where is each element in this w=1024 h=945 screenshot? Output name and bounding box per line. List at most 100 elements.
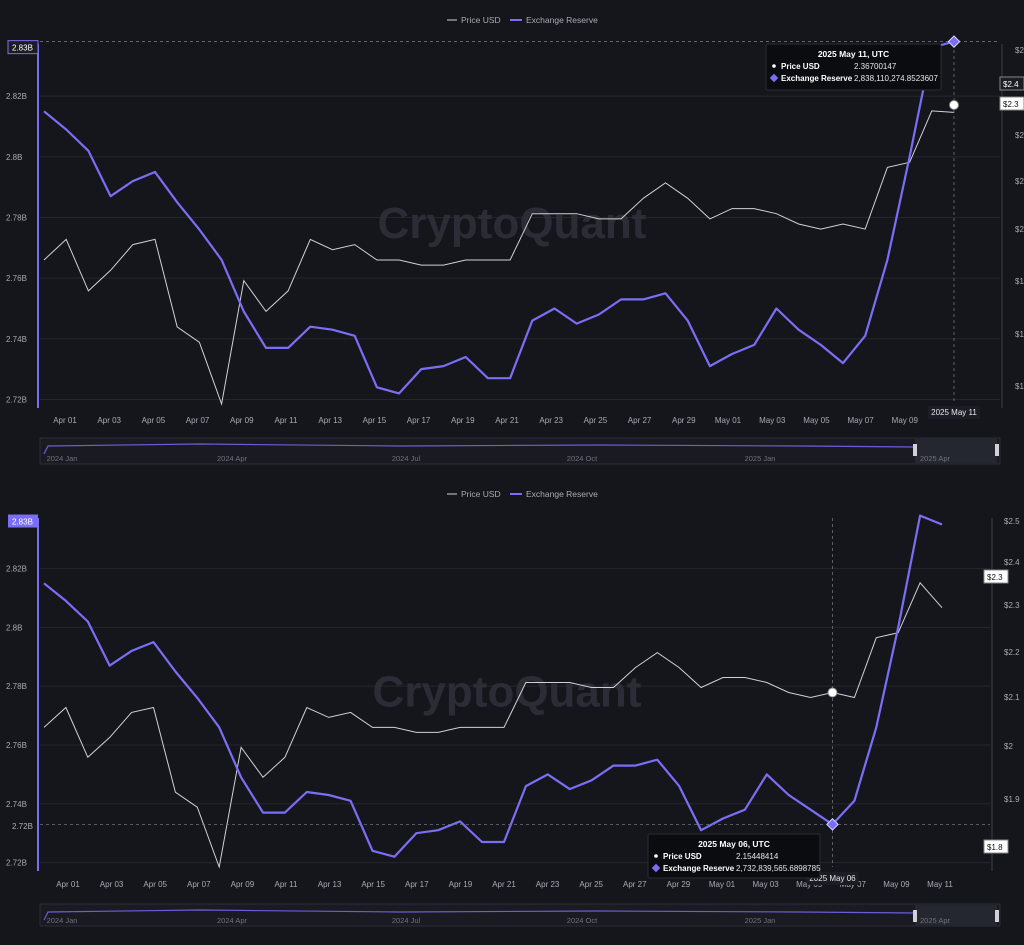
left-tick-label: 2.78B	[6, 213, 27, 222]
tooltip-box	[647, 833, 821, 879]
legend-price-label: Price USD	[461, 15, 501, 25]
price-usd-line	[43, 110, 955, 406]
watermark: CryptoQuant	[378, 199, 647, 248]
navigator-handle-right[interactable]	[995, 444, 999, 456]
right-tick-label: $2.4	[1004, 558, 1020, 567]
navigator-handle-left[interactable]	[913, 444, 917, 456]
right-tick-label: $2	[1004, 742, 1013, 751]
x-tick-label: May 01	[715, 416, 742, 425]
right-tick-label: $2	[1015, 46, 1024, 55]
navigator-frame[interactable]	[39, 437, 1001, 465]
navigator-selection[interactable]	[915, 439, 997, 463]
x-tick-label: Apr 23	[539, 416, 563, 425]
right-tick-label: $2	[1015, 131, 1024, 140]
x-tick-label: Apr 25	[584, 416, 608, 425]
right-tick-label: $1	[1015, 330, 1024, 339]
tooltip-row-label: Exchange Reserve	[781, 74, 853, 83]
price-usd-line	[43, 581, 943, 869]
right-tick-label: $1	[1015, 382, 1024, 391]
x-tick-label: May 03	[752, 880, 779, 889]
x-tick-label: May 11	[927, 880, 953, 889]
navigator[interactable]: 2024 Jan 2024 Apr 2024 Jul 2024 Oct 2025 Jan…	[39, 437, 1001, 465]
x-tick-label: Apr 25	[579, 880, 603, 889]
right-tick-label: $2.1	[1004, 693, 1020, 702]
x-tick-label: Apr 07	[187, 880, 211, 889]
x-tick-label: May 01	[709, 880, 736, 889]
tooltip: 2025 May 06, UTC Price USD 2.15448414Excha…	[647, 833, 821, 879]
left-tick-label: 2.82B	[6, 565, 27, 574]
right-marker-label: $2.3	[1003, 100, 1019, 109]
reserve-hover-marker	[947, 35, 961, 48]
x-tick-label: Apr 11	[275, 416, 299, 425]
navigator-label: 2024 Oct	[567, 916, 598, 925]
x-tick-label: Apr 09	[231, 880, 255, 889]
right-tick-label: $2.3	[1004, 601, 1020, 610]
crosshair-date-text: 2025 May 06	[809, 874, 856, 883]
legend-reserve-label: Exchange Reserve	[526, 15, 598, 25]
navigator[interactable]: 2024 Jan 2024 Apr 2024 Jul 2024 Oct 2025 Jan…	[39, 903, 1001, 927]
left-marker-label-low: 2.72B	[12, 822, 33, 831]
legend: Price USD Exchange Reserve	[447, 489, 598, 499]
left-tick-label: 2.8B	[6, 153, 22, 162]
x-tick-label: Apr 23	[536, 880, 560, 889]
x-tick-label: Apr 09	[230, 416, 254, 425]
x-tick-label: Apr 03	[97, 416, 121, 425]
left-marker-label: 2.83B	[12, 518, 33, 527]
x-tick-label: Apr 27	[628, 416, 652, 425]
x-tick-label: Apr 01	[53, 416, 77, 425]
right-marker-label: $2.4	[1003, 80, 1019, 89]
left-marker-label: 2.83B	[12, 44, 33, 53]
x-tick-label: Apr 17	[407, 416, 431, 425]
x-tick-label: May 07	[847, 416, 874, 425]
navigator-label: 2025 Jan	[745, 454, 776, 463]
tooltip-price-dot	[654, 854, 658, 858]
navigator-selection[interactable]	[915, 905, 997, 925]
left-tick-label: 2.74B	[6, 800, 27, 809]
tooltip-title: 2025 May 06, UTC	[698, 839, 770, 849]
left-tick-label: 2.78B	[6, 682, 27, 691]
navigator-frame[interactable]	[39, 903, 1001, 927]
x-tick-label: May 09	[883, 880, 910, 889]
tooltip-row-label: Exchange Reserve	[663, 864, 735, 873]
right-tick-label: $1.9	[1004, 795, 1020, 804]
left-marker-box	[8, 514, 38, 528]
legend-price-label: Price USD	[461, 489, 501, 499]
tooltip-price-dot	[772, 64, 776, 68]
x-tick-label: Apr 19	[451, 416, 475, 425]
navigator-label: 2024 Oct	[567, 454, 598, 463]
left-tick-label: 2.74B	[6, 335, 27, 344]
tooltip-row-label: Price USD	[781, 62, 820, 71]
x-tick-label: Apr 01	[56, 880, 80, 889]
tooltip-row-value: 2,838,110,274.8523607	[854, 74, 938, 83]
navigator-handle-right[interactable]	[995, 910, 999, 922]
x-tick-label: May 09	[892, 416, 919, 425]
x-tick-label: Apr 13	[318, 416, 342, 425]
x-tick-label: Apr 05	[142, 416, 166, 425]
exchange-reserve-line	[43, 40, 955, 395]
navigator-label: 2025 Apr	[920, 454, 951, 463]
x-tick-label: Apr 15	[363, 416, 387, 425]
chart-panel-1: Price USD Exchange Reserve 2.72B 2.74B 2.76B…	[6, 15, 1024, 465]
x-tick-label: Apr 19	[449, 880, 473, 889]
right-marker-box	[999, 76, 1024, 91]
navigator-label: 2024 Apr	[217, 916, 248, 925]
left-tick-label: 2.72B	[6, 395, 27, 404]
x-tick-label: Apr 29	[672, 416, 696, 425]
crosshair-date-label: 2025 May 11	[928, 406, 980, 419]
left-tick-label: 2.72B	[6, 859, 27, 868]
navigator-label: 2025 Jan	[745, 916, 776, 925]
tooltip-reserve-dot	[651, 863, 661, 873]
navigator-handle-left[interactable]	[913, 910, 917, 922]
tooltip: 2025 May 11, UTC Price USD 2.36700147Excha…	[765, 43, 942, 91]
crosshair-date-text: 2025 May 11	[931, 408, 977, 417]
x-tick-label: Apr 07	[186, 416, 210, 425]
x-tick-label: Apr 27	[623, 880, 647, 889]
navigator-label: 2024 Jan	[47, 454, 78, 463]
left-marker-box	[7, 40, 39, 55]
exchange-reserve-line	[43, 514, 943, 858]
right-tick-label: $1	[1015, 277, 1024, 286]
x-tick-label: Apr 11	[275, 880, 299, 889]
price-hover-marker	[827, 687, 838, 698]
left-tick-label: 2.76B	[6, 741, 27, 750]
